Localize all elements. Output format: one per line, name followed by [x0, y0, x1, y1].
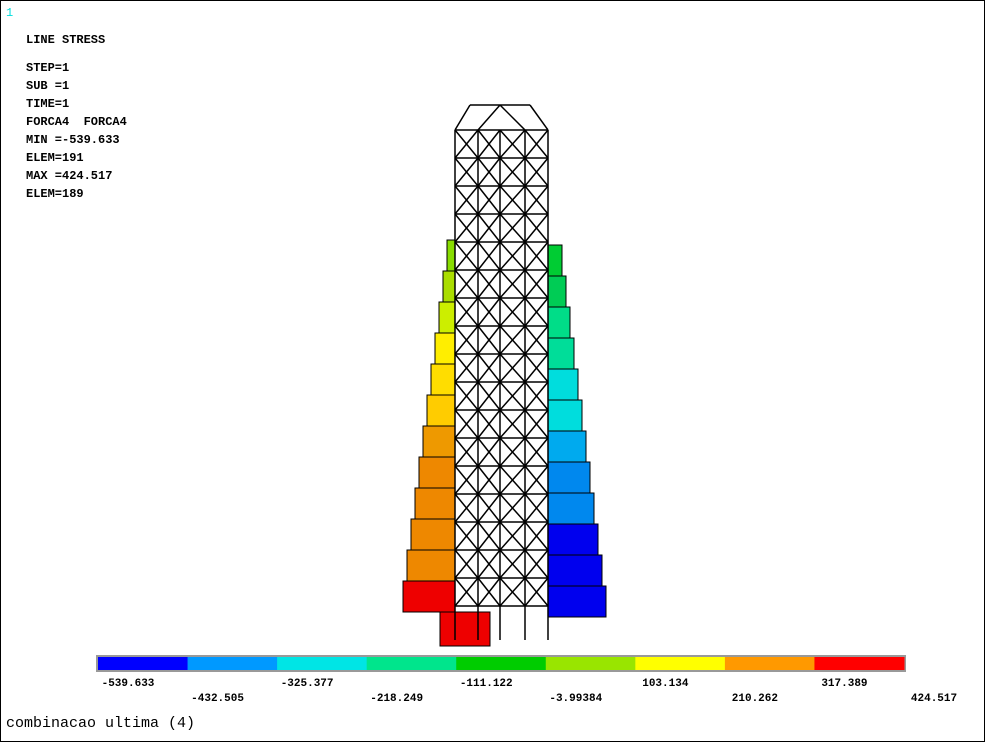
legend-swatch	[188, 657, 278, 670]
stress-box	[548, 338, 574, 369]
footer: combinacao ultima (4)	[6, 715, 195, 732]
info-line: MAX =424.517	[26, 169, 112, 183]
stress-box	[435, 333, 455, 364]
stress-box	[548, 493, 594, 524]
legend-swatch	[546, 657, 636, 670]
plot-title: LINE STRESS	[26, 33, 105, 47]
legend-label: 210.262	[732, 693, 778, 705]
stress-box	[548, 555, 602, 586]
legend-swatch	[635, 657, 725, 670]
legend-swatch	[814, 657, 904, 670]
stress-box	[548, 400, 582, 431]
ansys-window: 1 LINE STRESS combinacao ultima (4) STEP…	[0, 0, 985, 742]
legend-label: 317.389	[821, 678, 867, 690]
legend-label: -539.633	[102, 678, 155, 690]
stress-box	[440, 612, 490, 646]
stress-box	[439, 302, 455, 333]
legend-swatch	[277, 657, 367, 670]
stress-box	[403, 581, 455, 612]
stress-box	[548, 524, 598, 555]
stress-box	[548, 307, 570, 338]
legend-swatch	[456, 657, 546, 670]
info-line: TIME=1	[26, 97, 69, 111]
stress-box	[548, 245, 562, 276]
frame	[1, 1, 985, 742]
legend-label: 424.517	[911, 693, 957, 705]
stress-box	[447, 240, 455, 271]
stress-box	[407, 550, 455, 581]
window-number: 1	[6, 6, 13, 20]
legend-label: -3.99384	[549, 693, 602, 705]
legend-label: 103.134	[642, 678, 689, 690]
stress-box	[423, 426, 455, 457]
stress-box	[548, 462, 590, 493]
legend-label: -325.377	[281, 678, 334, 690]
legend-label: -111.122	[460, 678, 513, 690]
stress-box	[411, 519, 455, 550]
info-line: MIN =-539.633	[26, 133, 120, 147]
legend-label: -432.505	[191, 693, 244, 705]
info-line: ELEM=191	[26, 151, 84, 165]
stress-box	[427, 395, 455, 426]
legend-swatch	[98, 657, 188, 670]
info-line: ELEM=189	[26, 187, 84, 201]
stress-box	[431, 364, 455, 395]
stress-box	[419, 457, 455, 488]
info-line: STEP=1	[26, 61, 69, 75]
stress-box	[443, 271, 455, 302]
legend-swatch	[725, 657, 815, 670]
info-line: SUB =1	[26, 79, 69, 93]
stress-box	[548, 369, 578, 400]
legend-label: -218.249	[370, 693, 423, 705]
legend-swatch	[367, 657, 457, 670]
stress-box	[548, 431, 586, 462]
stress-box	[548, 586, 606, 617]
info-line: FORCA4 FORCA4	[26, 115, 127, 129]
stress-box	[415, 488, 455, 519]
stress-box	[548, 276, 566, 307]
